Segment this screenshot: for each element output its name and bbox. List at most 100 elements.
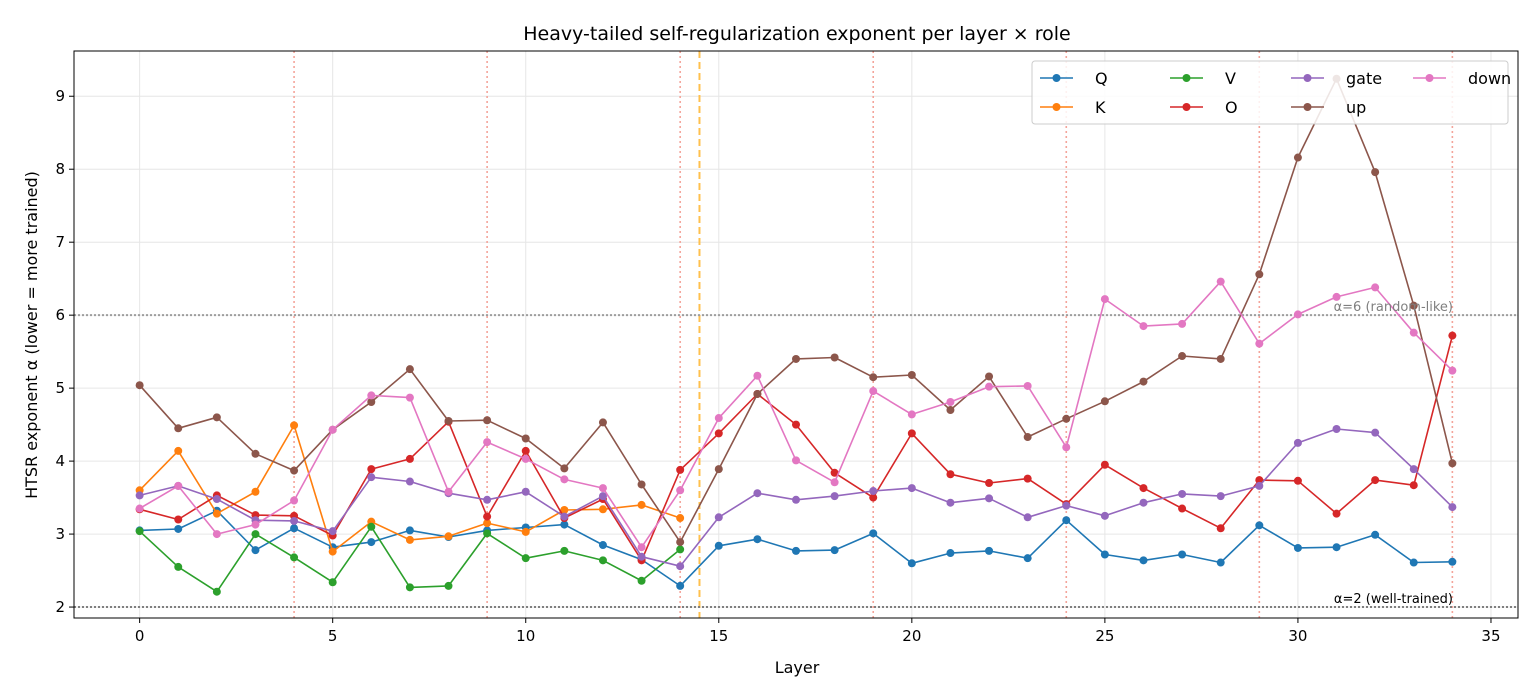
data-point-O xyxy=(946,470,955,479)
data-point-up xyxy=(135,381,144,390)
data-point-down xyxy=(1178,319,1187,328)
data-point-Q xyxy=(676,581,685,590)
data-point-down xyxy=(792,456,800,465)
data-point-Q xyxy=(1100,550,1109,559)
legend-label-up: up xyxy=(1346,98,1366,117)
data-point-up xyxy=(560,464,569,473)
data-point-up xyxy=(946,406,955,415)
data-point-gate xyxy=(753,489,762,498)
data-point-down xyxy=(1293,310,1302,319)
data-point-Q xyxy=(830,546,839,555)
data-point-gate xyxy=(212,495,221,504)
data-point-up xyxy=(1448,459,1457,468)
data-point-down xyxy=(1023,381,1032,390)
data-point-down xyxy=(405,393,414,402)
y-tick-label: 6 xyxy=(55,306,65,324)
data-point-gate xyxy=(714,513,723,522)
legend-marker-Q xyxy=(1052,74,1061,82)
data-point-O xyxy=(1178,504,1187,513)
data-point-down xyxy=(714,414,723,423)
data-point-K xyxy=(637,500,646,509)
data-point-gate xyxy=(1139,498,1148,507)
data-point-O xyxy=(869,493,878,502)
x-tick-label: 30 xyxy=(1288,627,1307,645)
y-axis-label: HTSR exponent α (lower = more trained) xyxy=(22,171,41,499)
data-point-down xyxy=(483,438,492,447)
data-point-gate xyxy=(1409,465,1418,474)
data-point-Q xyxy=(985,546,994,555)
data-point-down xyxy=(676,486,685,495)
data-point-up xyxy=(1255,270,1264,279)
data-point-up xyxy=(1293,153,1302,162)
legend-label-V: V xyxy=(1225,69,1236,88)
data-point-K xyxy=(521,527,530,536)
legend-marker-K xyxy=(1052,103,1061,111)
data-point-O xyxy=(367,465,376,474)
data-point-Q xyxy=(907,559,916,568)
data-point-O xyxy=(521,446,530,455)
data-point-O xyxy=(1216,524,1225,533)
data-point-down xyxy=(1371,283,1380,292)
data-point-V xyxy=(560,546,569,555)
data-point-Q xyxy=(1062,516,1071,525)
data-point-Q xyxy=(251,546,260,555)
data-point-O xyxy=(907,429,916,438)
data-point-V xyxy=(328,578,337,587)
data-point-up xyxy=(483,416,492,425)
reference-label: α=2 (well-trained) xyxy=(1334,592,1453,607)
data-point-O xyxy=(1409,481,1418,490)
legend-marker-V xyxy=(1182,74,1191,82)
data-point-K xyxy=(212,509,221,518)
data-point-gate xyxy=(1216,492,1225,501)
data-point-K xyxy=(444,532,453,541)
data-point-down xyxy=(560,475,569,484)
legend-label-down: down xyxy=(1468,69,1511,88)
data-point-Q xyxy=(714,541,723,550)
data-point-down xyxy=(598,484,607,493)
data-point-gate xyxy=(135,491,144,500)
data-point-gate xyxy=(1062,501,1071,510)
data-point-down xyxy=(1409,328,1418,337)
data-point-gate xyxy=(676,562,685,571)
y-tick-label: 9 xyxy=(55,87,65,105)
data-point-K xyxy=(560,506,569,514)
reference-label: α=6 (random-like) xyxy=(1334,300,1453,315)
data-point-V xyxy=(598,556,607,565)
data-point-up xyxy=(1409,301,1418,310)
data-point-gate xyxy=(1255,481,1264,490)
data-point-V xyxy=(444,581,453,590)
data-point-down xyxy=(212,530,221,539)
data-point-Q xyxy=(1023,554,1032,563)
data-point-O xyxy=(1293,476,1302,485)
data-point-O xyxy=(1448,331,1457,340)
legend-marker-gate xyxy=(1303,74,1312,82)
data-point-Q xyxy=(753,535,762,544)
data-point-up xyxy=(1178,352,1187,361)
data-point-V xyxy=(405,583,414,592)
data-point-up xyxy=(212,413,221,422)
data-point-O xyxy=(676,465,685,474)
data-point-down xyxy=(1139,322,1148,331)
data-point-O xyxy=(1332,509,1341,518)
data-point-up xyxy=(830,353,839,362)
data-point-up xyxy=(1139,377,1148,386)
data-point-up xyxy=(251,449,260,458)
data-point-Q xyxy=(792,546,800,555)
data-point-up xyxy=(637,480,646,489)
x-tick-label: 25 xyxy=(1095,627,1114,645)
data-point-K xyxy=(598,505,607,514)
data-point-up xyxy=(792,354,800,363)
data-point-Q xyxy=(869,529,878,538)
data-point-O xyxy=(714,429,723,438)
data-point-O xyxy=(1371,476,1380,485)
y-tick-label: 7 xyxy=(55,233,65,251)
data-point-gate xyxy=(521,487,530,496)
data-point-up xyxy=(1371,168,1380,177)
data-point-K xyxy=(328,547,337,556)
data-point-up xyxy=(1100,397,1109,406)
data-point-down xyxy=(444,487,453,496)
data-point-down xyxy=(174,481,183,490)
data-point-V xyxy=(290,553,299,562)
